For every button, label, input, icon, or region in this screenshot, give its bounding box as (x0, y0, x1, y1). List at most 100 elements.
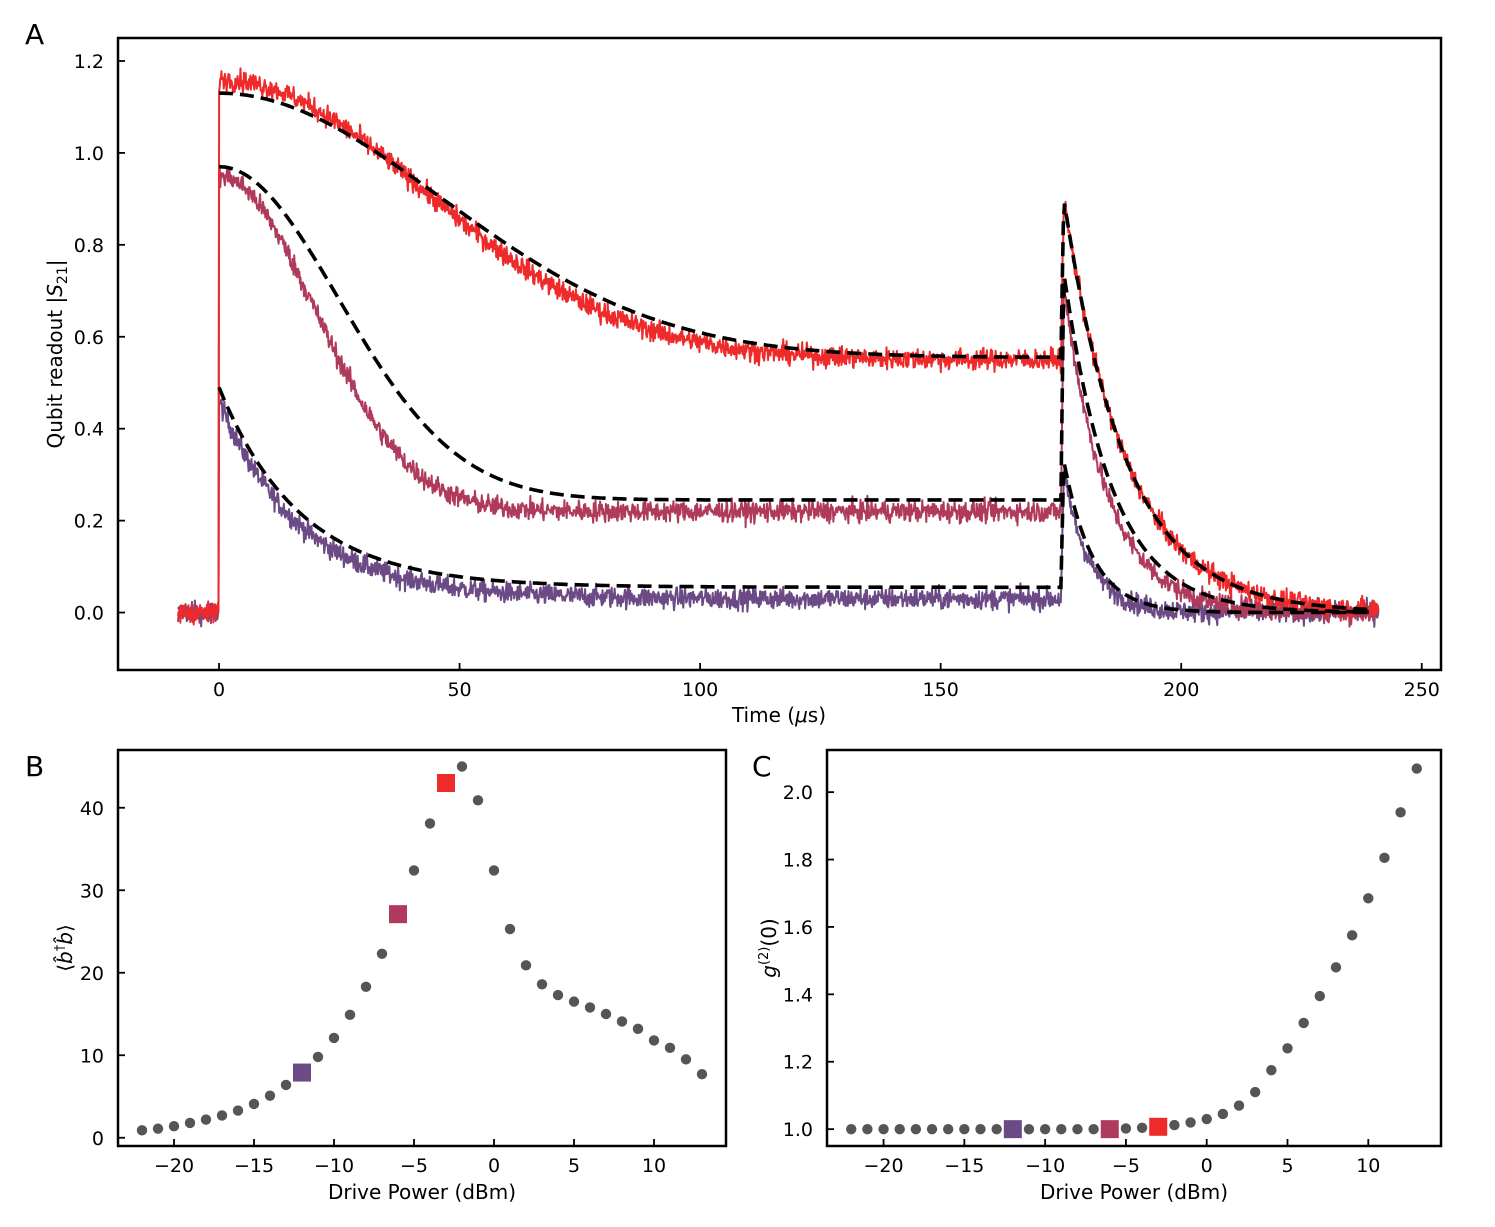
scatter-point (1363, 893, 1374, 904)
scatter-point (504, 923, 516, 935)
x-tick-label: 150 (923, 679, 959, 701)
panel-a-frame (116, 36, 1443, 672)
y-tick-label: 1.6 (783, 917, 813, 939)
scatter-point (600, 1008, 612, 1020)
scatter-point (1411, 763, 1422, 774)
scatter-point (184, 1117, 196, 1129)
scatter-point (376, 948, 388, 959)
panel-b-plot (136, 761, 708, 1136)
scatter-point (424, 818, 436, 829)
x-tick-label: 10 (642, 1155, 666, 1177)
panel-b: B −20 −15 −10 −5 0 5 10 0 10 20 30 40 Drive Power … (25, 748, 728, 1204)
scatter-point (264, 1090, 276, 1101)
scatter-point (408, 865, 420, 876)
panel-c-y-ticks: 1.0 1.2 1.4 1.6 1.8 2.0 (783, 782, 834, 1141)
x-tick-label: −10 (314, 1155, 354, 1177)
y-tick-label: 0 (92, 1128, 104, 1150)
scatter-point (926, 1123, 938, 1135)
scatter-point (1395, 807, 1406, 818)
highlight-point-2 (437, 774, 455, 792)
panel-a-label: A (25, 18, 44, 51)
panel-c-x-ticks: −20 −15 −10 −5 0 5 10 (863, 1139, 1380, 1177)
x-tick-label: 5 (1281, 1155, 1293, 1177)
panel-b-x-ticks: −20 −15 −10 −5 0 5 10 (154, 1139, 666, 1177)
scatter-point (216, 1110, 228, 1121)
highlight-point-0 (1003, 1120, 1022, 1139)
scatter-point (616, 1016, 628, 1027)
y-tick-label: 30 (80, 880, 104, 902)
panel-c: C −20 −15 −10 −5 0 5 10 1.0 1.2 1.4 1.6 1.8 2.0 Dri… (752, 748, 1443, 1204)
scatter-point (1088, 1123, 1099, 1135)
scatter-point (472, 795, 484, 806)
y-tick-label: 10 (80, 1045, 104, 1067)
y-tick-label: 1.2 (74, 51, 104, 73)
scatter-point (1249, 1086, 1261, 1098)
scatter-point (168, 1121, 180, 1132)
scatter-point (680, 1054, 692, 1065)
scatter-point (232, 1105, 244, 1116)
panel-a: A 0 50 100 150 200 250 0.00.20.40.60.81.01.2 … (25, 18, 1443, 727)
x-tick-label: 10 (1356, 1155, 1380, 1177)
scatter-point (1201, 1113, 1212, 1125)
scatter-point (648, 1035, 660, 1046)
x-tick-label: 0 (1201, 1155, 1213, 1177)
scatter-point (1169, 1119, 1180, 1131)
panel-b-ylabel: ⟨b̂†b̂⟩ (53, 924, 77, 972)
scatter-point (1266, 1064, 1277, 1076)
series-line-0 (177, 398, 1380, 628)
scatter-point (1314, 990, 1326, 1002)
scatter-point (568, 996, 580, 1007)
y-tick-label: 0.2 (74, 511, 104, 533)
panel-c-xlabel: Drive Power (dBm) (1040, 1180, 1228, 1204)
y-tick-label: 40 (80, 798, 104, 820)
scatter-point (664, 1042, 676, 1054)
scatter-point (975, 1123, 986, 1135)
panel-b-y-ticks: 0 10 20 30 40 (80, 798, 125, 1150)
highlight-point-1 (389, 905, 407, 924)
series-line-1 (177, 165, 1380, 628)
panel-a-x-ticks: 0 50 100 150 200 250 (213, 663, 1440, 701)
panel-c-label: C (752, 750, 772, 783)
x-tick-label: −10 (1025, 1155, 1065, 1177)
panel-b-label: B (25, 750, 44, 783)
scatter-point (344, 1009, 356, 1021)
fit-line-1 (219, 164, 1369, 614)
scatter-point (456, 761, 468, 772)
y-tick-label: 1.0 (783, 1119, 813, 1141)
scatter-point (1330, 962, 1342, 973)
y-tick-label: 1.0 (74, 143, 104, 165)
scatter-point (632, 1023, 644, 1035)
scatter-point (1346, 930, 1358, 941)
scatter-point (312, 1051, 324, 1063)
panel-b-xlabel: Drive Power (dBm) (328, 1180, 516, 1204)
panel-a-plot (177, 67, 1380, 628)
scatter-point (1023, 1123, 1035, 1135)
x-tick-label: 5 (568, 1155, 580, 1177)
scatter-point (152, 1123, 164, 1134)
scatter-point (1185, 1117, 1196, 1128)
panel-c-frame (825, 748, 1443, 1148)
x-tick-label: 0 (213, 679, 225, 701)
highlight-point-2 (1149, 1117, 1168, 1136)
scatter-point (536, 979, 548, 990)
x-tick-label: −15 (234, 1155, 274, 1177)
scatter-point (1217, 1108, 1229, 1120)
scatter-point (942, 1123, 954, 1135)
panel-a-xlabel: Time (μs) (731, 703, 826, 727)
scatter-point (1072, 1123, 1083, 1135)
x-tick-label: 250 (1404, 679, 1440, 701)
x-tick-label: −15 (944, 1155, 984, 1177)
y-tick-label: 20 (80, 963, 104, 985)
x-tick-label: −5 (400, 1155, 428, 1177)
y-tick-label: 1.2 (783, 1052, 813, 1074)
x-tick-label: −20 (863, 1155, 903, 1177)
series-line-2 (177, 67, 1380, 626)
panel-a-y-ticks: 0.0 0.2 0.4 0.6 0.8 1.0 1.2 (74, 51, 125, 625)
fit-line-2 (219, 91, 1369, 612)
y-tick-label: 2.0 (783, 782, 813, 804)
highlight-point-1 (1100, 1120, 1119, 1139)
scatter-point (862, 1123, 873, 1135)
x-tick-label: −5 (1112, 1155, 1140, 1177)
fit-line-0 (217, 386, 1369, 615)
